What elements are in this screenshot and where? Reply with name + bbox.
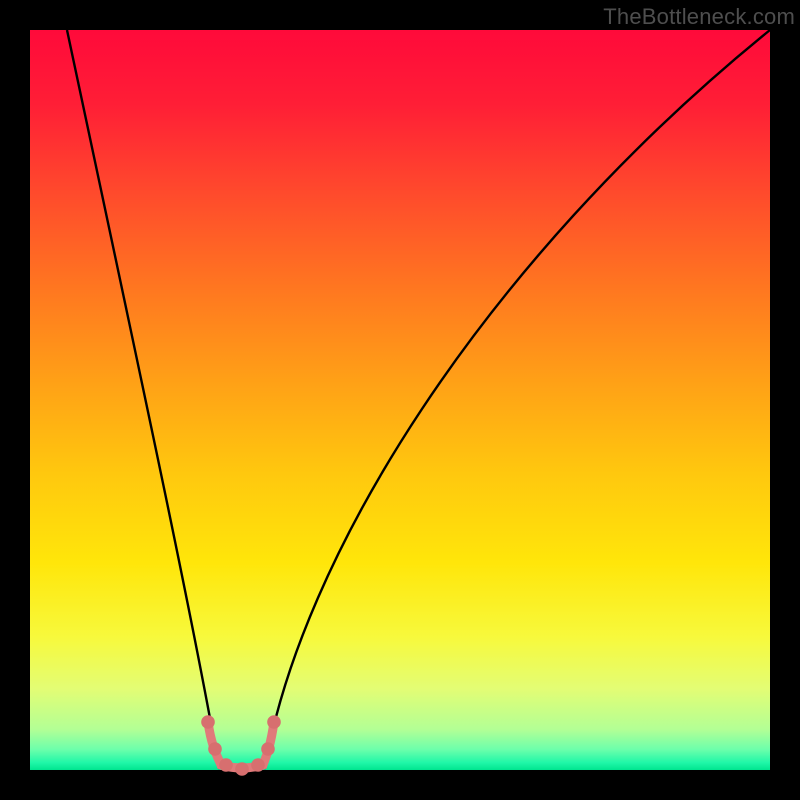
highlight-dot <box>251 758 265 772</box>
highlight-dot <box>219 758 233 772</box>
highlight-dot <box>201 715 215 729</box>
chart-gradient-bg <box>30 30 770 770</box>
watermark-text: TheBottleneck.com <box>603 4 795 30</box>
bottleneck-chart <box>0 0 800 800</box>
highlight-dot <box>235 762 249 776</box>
highlight-dot <box>267 715 281 729</box>
highlight-dot <box>208 742 222 756</box>
highlight-dot <box>261 742 275 756</box>
